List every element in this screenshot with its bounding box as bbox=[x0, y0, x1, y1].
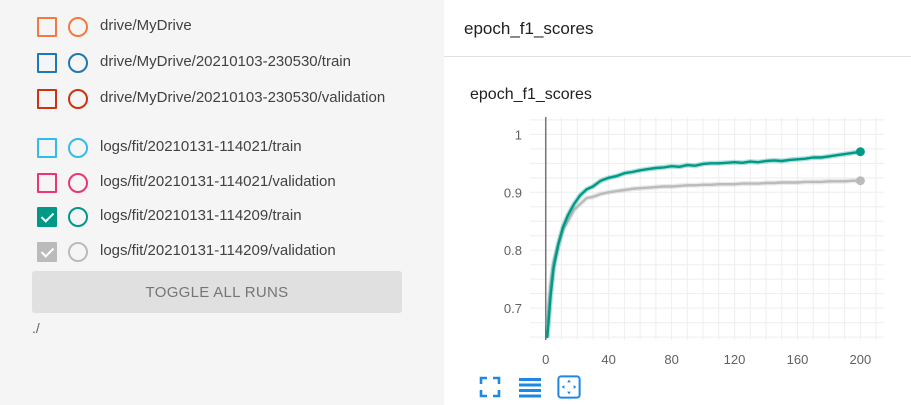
x-tick-label: 0 bbox=[542, 352, 549, 367]
run-label: logs/fit/20210131-114209/train bbox=[100, 207, 302, 224]
run-label: logs/fit/20210131-114021/validation bbox=[100, 173, 336, 190]
run-checkbox[interactable] bbox=[37, 207, 57, 227]
run-color-ring[interactable] bbox=[68, 17, 88, 37]
run-row: drive/MyDrive/20210103-230530/train bbox=[37, 52, 410, 73]
runs-sidebar: drive/MyDrive drive/MyDrive/20210103-2305… bbox=[0, 0, 440, 405]
fullscreen-icon[interactable] bbox=[478, 375, 502, 399]
run-row: logs/fit/20210131-114209/train bbox=[37, 206, 410, 227]
run-label: logs/fit/20210131-114021/train bbox=[100, 138, 302, 155]
series-end-point bbox=[855, 176, 865, 186]
run-row: logs/fit/20210131-114021/validation bbox=[37, 172, 410, 193]
run-checkbox[interactable] bbox=[37, 17, 57, 37]
log-directory-label: ./ bbox=[32, 320, 40, 336]
run-label: drive/MyDrive bbox=[100, 17, 192, 34]
run-checkbox[interactable] bbox=[37, 173, 57, 193]
run-row: logs/fit/20210131-114209/validation bbox=[37, 241, 410, 262]
run-label: logs/fit/20210131-114209/validation bbox=[100, 242, 336, 259]
run-row: drive/MyDrive bbox=[37, 16, 410, 37]
card-title: epoch_f1_scores bbox=[464, 19, 594, 38]
y-tick-label: 0.8 bbox=[504, 243, 522, 258]
x-tick-label: 120 bbox=[724, 352, 746, 367]
x-tick-label: 200 bbox=[850, 352, 872, 367]
run-checkbox[interactable] bbox=[37, 89, 57, 109]
run-color-ring[interactable] bbox=[68, 138, 88, 158]
run-checkbox[interactable] bbox=[37, 242, 57, 262]
run-row: drive/MyDrive/20210103-230530/validation bbox=[37, 88, 410, 109]
run-label: drive/MyDrive/20210103-230530/train bbox=[100, 53, 351, 70]
run-label: drive/MyDrive/20210103-230530/validation bbox=[100, 89, 386, 106]
run-checkbox[interactable] bbox=[37, 138, 57, 158]
x-tick-label: 160 bbox=[787, 352, 809, 367]
x-tick-label: 80 bbox=[664, 352, 678, 367]
run-row: logs/fit/20210131-114021/train bbox=[37, 137, 410, 158]
run-color-ring[interactable] bbox=[68, 89, 88, 109]
line-chart: 0 40 80 120 160 200 0.7 0.8 0.9 1 bbox=[504, 117, 884, 367]
run-color-ring[interactable] bbox=[68, 53, 88, 73]
run-color-ring[interactable] bbox=[68, 207, 88, 227]
series-line bbox=[546, 150, 862, 339]
series-line bbox=[546, 179, 862, 327]
run-color-ring[interactable] bbox=[68, 173, 88, 193]
series-end-point bbox=[855, 147, 865, 157]
y-tick-label: 0.9 bbox=[504, 185, 522, 200]
scalar-card: epoch_f1_scores epoch_f1_scores 0 40 80 120… bbox=[444, 0, 911, 405]
run-checkbox[interactable] bbox=[37, 53, 57, 73]
card-header: epoch_f1_scores bbox=[444, 0, 911, 57]
toggle-all-runs-button[interactable]: TOGGLE ALL RUNS bbox=[32, 271, 402, 313]
y-tick-label: 0.7 bbox=[504, 301, 522, 316]
chart-title: epoch_f1_scores bbox=[470, 86, 592, 103]
fit-domain-icon[interactable] bbox=[557, 375, 581, 399]
y-tick-label: 1 bbox=[515, 127, 522, 142]
x-tick-label: 40 bbox=[601, 352, 615, 367]
lines-icon[interactable] bbox=[518, 375, 542, 399]
run-color-ring[interactable] bbox=[68, 242, 88, 262]
